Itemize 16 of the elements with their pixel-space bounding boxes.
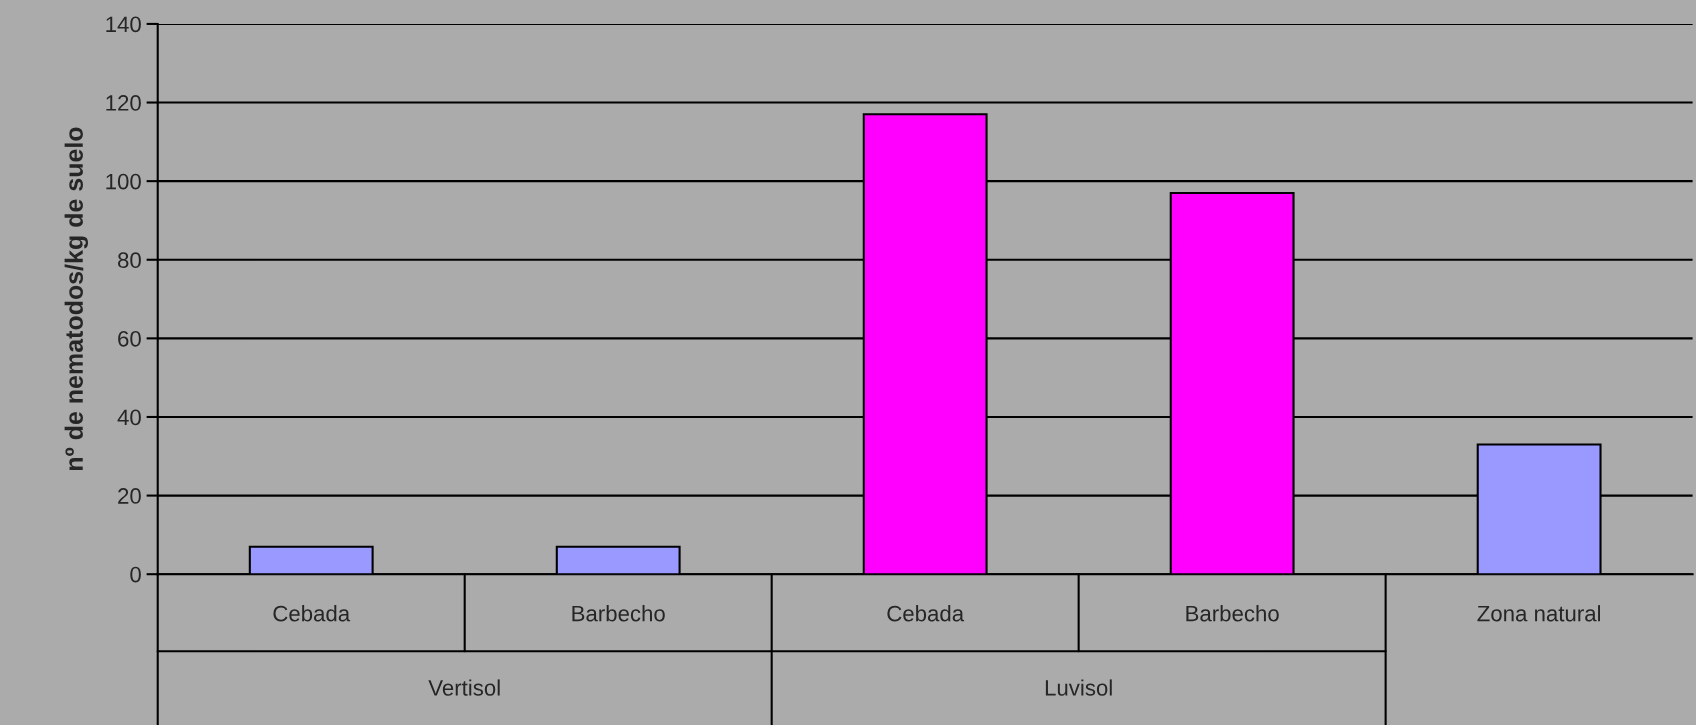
y-tick-label: 40	[117, 409, 141, 426]
y-tick-label: 0	[130, 566, 141, 583]
x-tick-label: Cebada	[887, 605, 965, 622]
x-tick-label: Barbecho	[572, 605, 665, 622]
y-tick-label: 100	[106, 173, 141, 190]
y-tick-label: 80	[118, 252, 141, 269]
y-tick-label: 120	[106, 95, 141, 111]
text: Luvisol	[1045, 679, 1112, 696]
y-axis-title: nº de nematodos/kg de suelo	[64, 127, 89, 471]
x-tick-label: Zona natural	[1477, 605, 1601, 622]
y-tick-label: 140	[106, 16, 141, 33]
x-tick-label: Barbecho	[1186, 605, 1279, 622]
x-tick-label: Cebada	[273, 605, 351, 622]
text: Vertisol	[428, 679, 500, 696]
y-tick-label: 60	[118, 330, 141, 347]
y-tick-label: 20	[118, 488, 141, 504]
